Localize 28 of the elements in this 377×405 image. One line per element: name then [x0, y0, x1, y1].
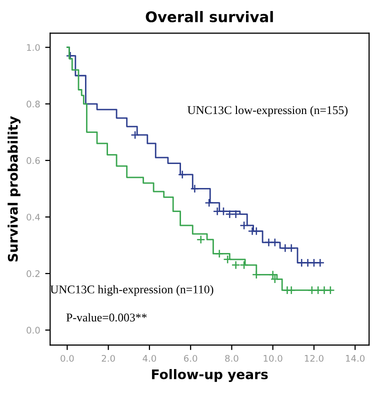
- x-axis-title: Follow-up years: [152, 369, 268, 382]
- x-tick-label: 14.0: [346, 354, 365, 362]
- x-tick-label: 8.0: [225, 354, 238, 362]
- point: [231, 260, 240, 270]
- point: [270, 274, 280, 284]
- chart-title: Overall survival: [146, 11, 273, 22]
- x-tick-label: 10.0: [264, 354, 282, 362]
- x-tick-label: 4.0: [142, 354, 156, 362]
- annotation: UNC13C high-expression (n=110): [50, 285, 214, 296]
- point: [196, 235, 206, 244]
- point: [225, 210, 234, 219]
- x-tick-label: 6.0: [184, 354, 198, 362]
- y-tick-label: 0.6: [26, 157, 40, 164]
- y-tick-label: 0.0: [26, 326, 40, 334]
- x-tick-label: 12.0: [304, 354, 324, 362]
- y-tick-label: 0.4: [26, 214, 40, 221]
- point: [240, 221, 248, 230]
- y-tick-label: 1.0: [27, 44, 40, 51]
- point: [231, 210, 240, 219]
- annotation: UNC13C low-expression (n=155): [188, 106, 348, 117]
- point: [212, 206, 222, 216]
- y-axis-title: Survival probability: [8, 116, 21, 262]
- annotation: P-value=0.003**: [66, 313, 147, 322]
- point: [130, 130, 140, 140]
- y-tick-label: 0.2: [26, 270, 40, 278]
- x-tick-label: 0.0: [60, 354, 74, 362]
- y-tick-label: 0.8: [26, 100, 40, 108]
- x-tick-label: 2.0: [102, 354, 115, 362]
